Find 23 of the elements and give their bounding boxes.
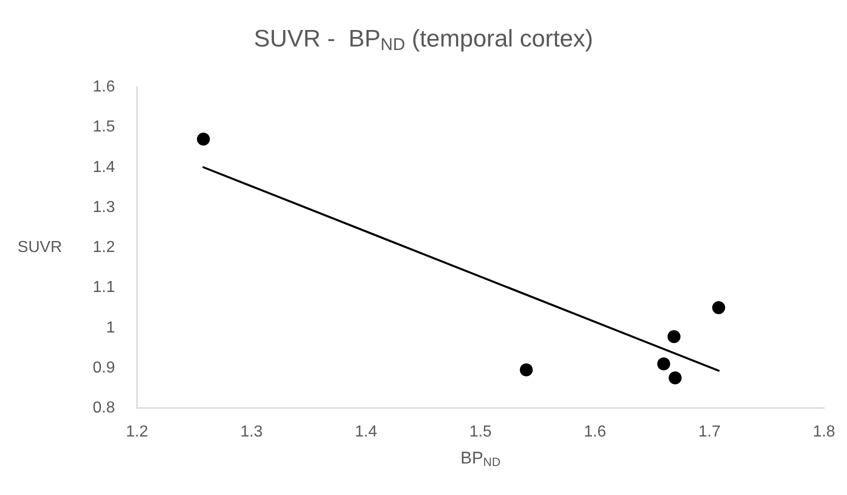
x-tick-label: 1.7 — [698, 424, 721, 440]
y-tick-label: 1.2 — [92, 239, 116, 256]
y-tick-label: 1.1 — [92, 279, 116, 296]
x-tick-label: 1.6 — [584, 424, 606, 440]
point — [520, 363, 533, 376]
y-tick-label: 1 — [106, 319, 116, 336]
x-tick-label: 1.4 — [354, 424, 378, 440]
x-tick-label: 1.3 — [240, 424, 263, 440]
point — [668, 330, 681, 344]
y-tick-label: 0.8 — [92, 400, 116, 416]
y-tick-label: 1.3 — [92, 198, 116, 216]
x-tick-label: 1.8 — [812, 424, 836, 440]
point — [196, 132, 210, 146]
point — [657, 357, 670, 370]
point — [712, 301, 726, 314]
point — [668, 371, 682, 384]
y-tick-label: 1.4 — [92, 158, 116, 176]
x-tick-label: 1.2 — [126, 424, 148, 440]
y-tick-label: 0.9 — [92, 359, 116, 376]
y-axis-title: SUVR — [18, 239, 62, 256]
x-tick-label: 1.5 — [469, 424, 492, 440]
y-tick-label: 1.5 — [92, 118, 116, 136]
y-tick-label: 1.6 — [92, 78, 116, 96]
